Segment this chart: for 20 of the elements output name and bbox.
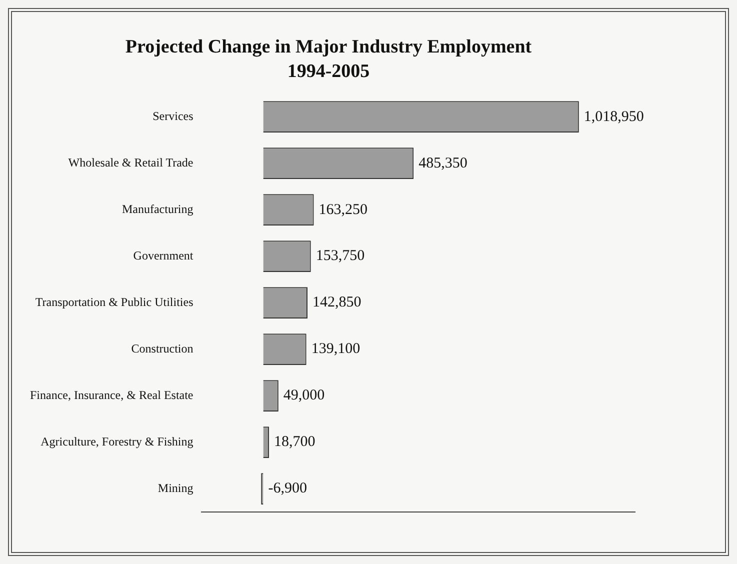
y-tick-label: Government — [133, 248, 194, 262]
data-label: 142,850 — [312, 294, 362, 311]
chart-subtitle: 1994-2005 — [287, 61, 370, 82]
y-tick-label: Agriculture, Forestry & Fishing — [40, 434, 194, 448]
y-tick-label: Wholesale & Retail Trade — [68, 155, 194, 170]
data-label: 139,100 — [311, 341, 360, 358]
data-label: 1,018,950 — [584, 108, 644, 125]
y-tick-label: Finance, Insurance, & Real Estate — [30, 388, 194, 402]
y-tick-label: Transportation & Public Utilities — [35, 294, 194, 309]
y-tick-label: Manufacturing — [122, 202, 194, 216]
data-label: 153,750 — [316, 248, 365, 264]
y-tick-label: Services — [152, 109, 194, 123]
chart-title: Projected Change in Major Industry Employment — [125, 36, 532, 58]
data-label: 485,350 — [418, 155, 468, 172]
data-label: 163,250 — [318, 202, 368, 218]
y-tick-label: Construction — [131, 341, 194, 356]
data-label: -6,900 — [268, 480, 307, 497]
y-tick-label: Mining — [158, 480, 194, 495]
data-label: 18,700 — [274, 434, 316, 450]
data-label: 49,000 — [283, 388, 325, 404]
